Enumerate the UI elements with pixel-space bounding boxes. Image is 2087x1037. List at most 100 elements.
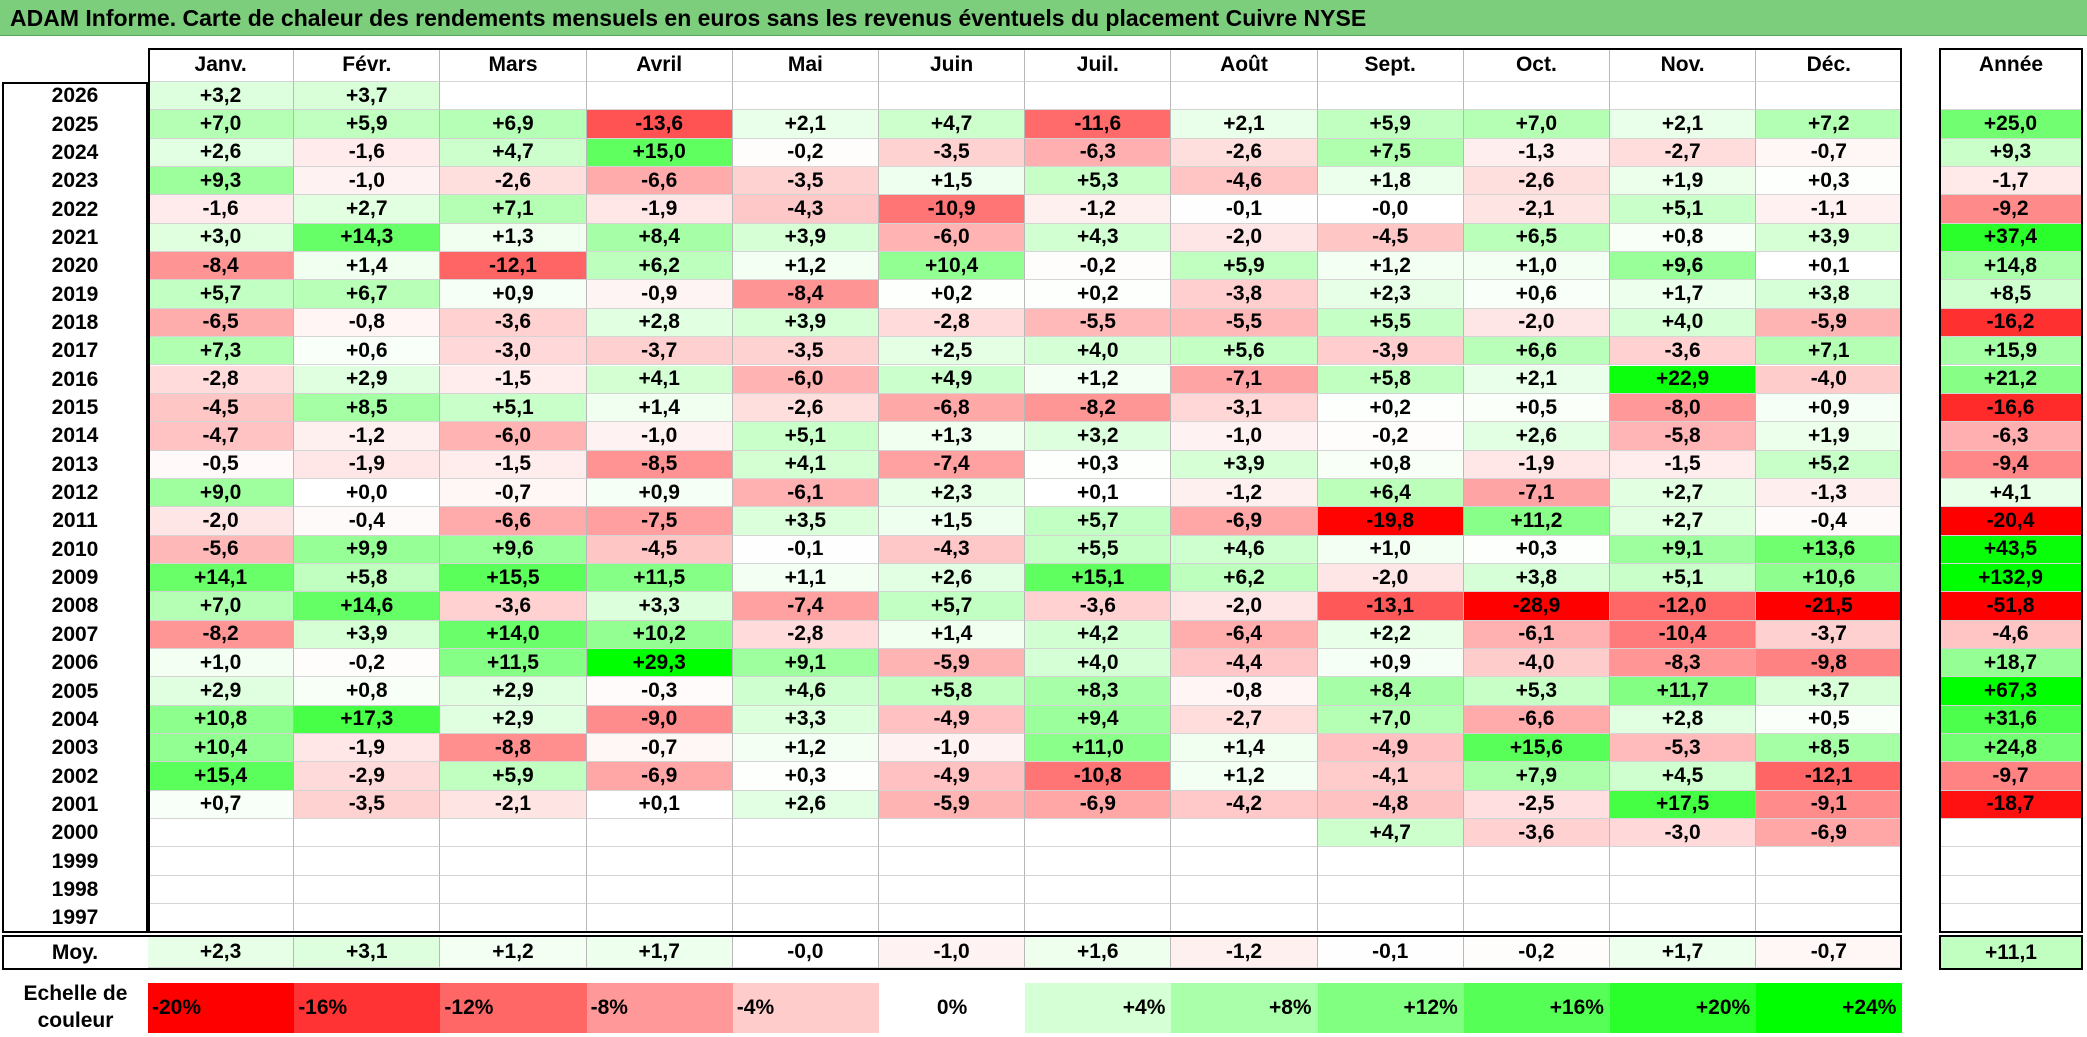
heatmap-cell: -3,8 [1171, 280, 1318, 309]
heatmap-cell: +13,6 [1756, 535, 1903, 564]
heatmap-cell: +0,1 [1756, 252, 1903, 281]
heatmap-cell: -0,8 [1171, 677, 1318, 706]
heatmap-cell: -2,0 [148, 507, 295, 536]
year-label: 2009 [2, 563, 148, 593]
heatmap-cell: -2,6 [440, 167, 587, 196]
color-scale-swatch: -20% [148, 983, 295, 1033]
chart-title: ADAM Informe. Carte de chaleur des rende… [10, 5, 1367, 31]
heatmap-cell: +1,7 [1610, 280, 1757, 309]
annual-cell [1939, 847, 2083, 876]
annual-cell: +15,9 [1939, 337, 2083, 366]
heatmap-cell: +1,5 [879, 507, 1026, 536]
year-label: 2013 [2, 450, 148, 479]
heatmap-cell: -0,0 [1317, 195, 1464, 224]
heatmap-cell [586, 875, 733, 905]
heatmap-cell: +4,1 [586, 365, 733, 394]
heatmap-cell: +5,9 [1171, 252, 1318, 281]
heatmap-cell: -4,4 [1171, 649, 1318, 678]
heatmap-cell: +3,0 [148, 223, 295, 253]
heatmap-cell: +8,4 [586, 223, 733, 253]
heatmap-cell: +10,6 [1756, 563, 1903, 593]
heatmap-cell: +4,9 [879, 365, 1026, 394]
heatmap-cell: +15,6 [1463, 734, 1610, 763]
heatmap-cell: -8,2 [1025, 393, 1172, 423]
heatmap-cell: +4,7 [1317, 819, 1464, 848]
heatmap-cell: +5,6 [1171, 337, 1318, 366]
heatmap-cell: +1,2 [732, 734, 879, 763]
heatmap-cell [294, 847, 441, 876]
annual-cell: -1,7 [1939, 167, 2083, 196]
heatmap-cell [879, 875, 1026, 905]
color-scale-swatch: +8% [1171, 983, 1318, 1033]
heatmap-cell: +2,6 [148, 138, 295, 168]
heatmap-cell: -0,2 [1025, 252, 1172, 281]
heatmap-cell: -2,8 [732, 620, 879, 649]
heatmap-cell: +8,3 [1025, 677, 1172, 706]
heatmap-cell: +17,5 [1610, 790, 1757, 820]
heatmap-cell: +7,5 [1317, 138, 1464, 168]
heatmap-cell: -21,5 [1756, 592, 1903, 621]
heatmap-cell: -2,5 [1463, 790, 1610, 820]
heatmap-cell: +3,9 [1756, 223, 1903, 253]
heatmap-cell: +6,5 [1463, 223, 1610, 253]
heatmap-cell: -4,2 [1171, 790, 1318, 820]
heatmap-cell: -13,1 [1317, 592, 1464, 621]
heatmap-cell [1756, 904, 1903, 933]
heatmap-cell: +2,6 [879, 563, 1026, 593]
heatmap-cell: +1,3 [440, 223, 587, 253]
heatmap-cell: +11,7 [1610, 677, 1757, 706]
heatmap-cell: -1,0 [294, 167, 441, 196]
heatmap-cell: -1,9 [294, 734, 441, 763]
year-label: 2025 [2, 110, 148, 139]
heatmap-cell: -3,5 [294, 790, 441, 820]
heatmap-cell: -0,3 [586, 677, 733, 706]
heatmap-cell: -11,6 [1025, 110, 1172, 139]
average-cell: -0,7 [1756, 937, 1903, 968]
heatmap-cell: -1,0 [1171, 422, 1318, 451]
heatmap-cell: +2,3 [879, 478, 1026, 508]
heatmap-cell: +6,4 [1317, 478, 1464, 508]
heatmap-cell: +2,9 [148, 677, 295, 706]
heatmap-cell: +7,2 [1756, 110, 1903, 139]
heatmap-cell [1610, 875, 1757, 905]
heatmap-cell: -5,3 [1610, 734, 1757, 763]
heatmap-cell: -6,6 [586, 167, 733, 196]
heatmap-cell [1025, 904, 1172, 933]
average-label: Moy. [2, 937, 148, 968]
heatmap-cell: +0,5 [1756, 705, 1903, 735]
heatmap-cell: -4,3 [732, 195, 879, 224]
heatmap-cell: -6,9 [1171, 507, 1318, 536]
heatmap-cell: +15,1 [1025, 563, 1172, 593]
heatmap-cell: +3,9 [294, 620, 441, 649]
heatmap-cell: +1,4 [879, 620, 1026, 649]
annual-cell: +37,4 [1939, 223, 2083, 253]
heatmap-cell: -1,0 [586, 422, 733, 451]
heatmap-cell [294, 875, 441, 905]
average-cell: +1,7 [586, 937, 733, 968]
month-header: Mars [440, 48, 587, 82]
heatmap-cell [879, 904, 1026, 933]
heatmap-cell: -7,1 [1463, 478, 1610, 508]
heatmap-cell: -2,0 [1171, 223, 1318, 253]
heatmap-cell: -9,0 [586, 705, 733, 735]
heatmap-cell: -6,0 [879, 223, 1026, 253]
heatmap-cell: -9,1 [1756, 790, 1903, 820]
color-scale-swatch: -4% [732, 983, 879, 1033]
heatmap-cell: +3,7 [1756, 677, 1903, 706]
heatmap-cell: +14,0 [440, 620, 587, 649]
heatmap-cell: +0,5 [1463, 393, 1610, 423]
heatmap-cell [732, 82, 879, 111]
heatmap-cell: -2,6 [732, 393, 879, 423]
heatmap-cell: -0,4 [294, 507, 441, 536]
heatmap-cell: +0,6 [1463, 280, 1610, 309]
heatmap-cell: +11,5 [440, 649, 587, 678]
heatmap-cell: +15,5 [440, 563, 587, 593]
heatmap-cell: -6,1 [1463, 620, 1610, 649]
heatmap-cell: -1,3 [1756, 478, 1903, 508]
heatmap-cell: +1,3 [879, 422, 1026, 451]
annual-cell: -6,3 [1939, 422, 2083, 451]
heatmap-cell: +10,4 [879, 252, 1026, 281]
year-label: 2019 [2, 280, 148, 309]
heatmap-cell: +0,8 [294, 677, 441, 706]
heatmap-cell: +14,6 [294, 592, 441, 621]
